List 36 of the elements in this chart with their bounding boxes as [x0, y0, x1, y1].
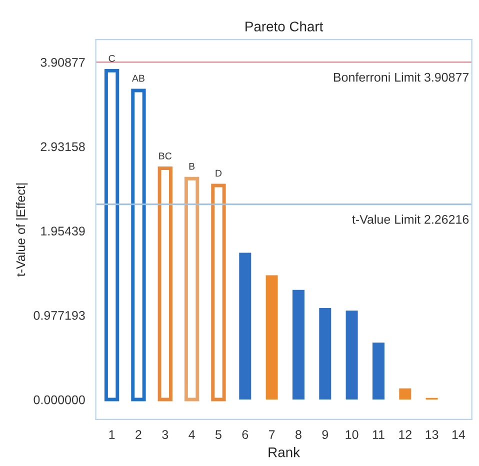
annotation: BC [159, 152, 172, 160]
x-tick-label: 2 [136, 430, 142, 439]
y-tick-label: 2.93158 [40, 142, 85, 152]
x-tick-label: 5 [215, 430, 222, 439]
chart-title: Pareto Chart [246, 21, 324, 32]
x-tick-label: 6 [242, 430, 248, 439]
x-tick-label: 13 [426, 430, 438, 439]
ref-line-label: Bonferroni Limit 3.90877 [334, 72, 469, 82]
x-tick-label: 3 [162, 430, 168, 439]
y-axis-title: t-Value of |Effect| [16, 183, 28, 276]
y-tick-label: 0.977193 [34, 311, 85, 320]
y-tick-label: 1.95439 [41, 226, 85, 236]
ref-line-label: t-Value Limit 2.26216 [352, 214, 469, 224]
annotation: C [108, 54, 115, 62]
x-tick-label: 4 [188, 430, 195, 439]
x-tick-label: 8 [296, 430, 302, 439]
y-tick-label: 0.000000 [34, 395, 85, 404]
x-axis-title: Rank [268, 447, 300, 458]
y-tick-label: 3.90877 [40, 58, 85, 67]
bar [346, 310, 358, 400]
bar [319, 308, 332, 400]
annotation: B [189, 162, 195, 170]
x-tick-label: 14 [452, 430, 466, 439]
x-tick-label: 7 [268, 430, 275, 439]
bar [266, 275, 278, 400]
x-tick-label: 9 [322, 430, 328, 439]
bar [399, 388, 412, 400]
x-tick-label: 12 [399, 430, 412, 439]
bar [292, 290, 304, 400]
annotation: D [216, 170, 222, 177]
annotation: AB [132, 74, 144, 82]
bar [239, 252, 252, 400]
x-tick-label: 10 [346, 430, 358, 439]
bar [372, 342, 384, 400]
x-tick-label: 11 [372, 430, 384, 439]
x-tick-label: 1 [109, 430, 115, 439]
